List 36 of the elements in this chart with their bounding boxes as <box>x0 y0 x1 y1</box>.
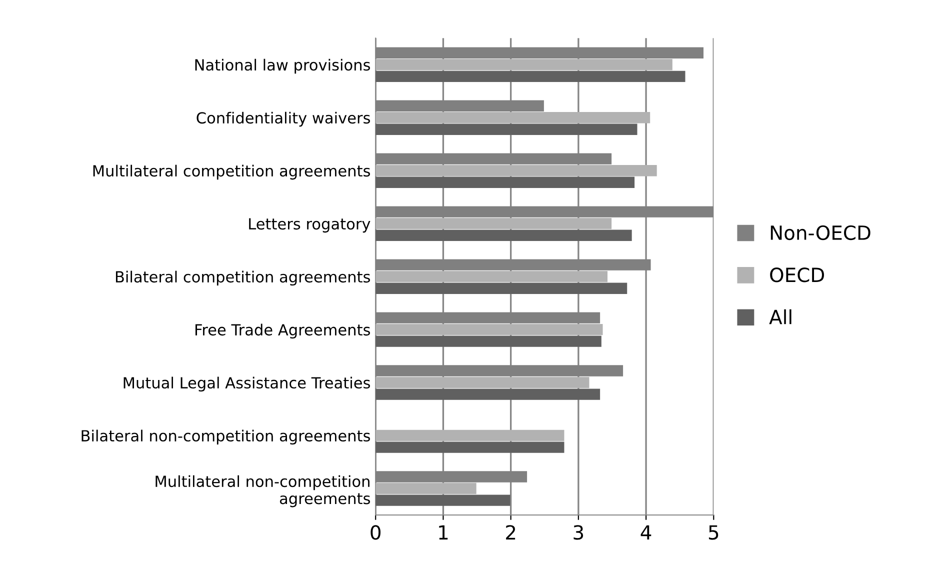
x-tick-label: 2 <box>506 525 516 540</box>
bar <box>376 430 564 442</box>
bar <box>376 324 603 336</box>
x-tick-label: 1 <box>439 525 448 540</box>
bar <box>376 336 602 347</box>
x-tick-label: 3 <box>574 525 584 540</box>
legend-label: Non-OECD <box>770 225 870 240</box>
y-tick-label: Mutual Legal Assistance Treaties <box>124 376 370 392</box>
y-tick-label: Confidentiality waivers <box>196 112 370 127</box>
bar <box>376 165 657 176</box>
bar <box>376 112 650 124</box>
bar <box>376 482 476 494</box>
y-tick-label: Bilateral competition agreements <box>116 270 370 286</box>
y-tick-label: Multilateral competition agreements <box>93 164 370 180</box>
bar <box>376 388 600 400</box>
y-tick-label: Free Trade Agreements <box>195 324 370 339</box>
x-tick-label: 0 <box>370 525 380 540</box>
bar <box>376 59 672 70</box>
bar <box>376 230 632 241</box>
y-tick-label: National law provisions <box>195 58 370 74</box>
x-tick-label: 4 <box>640 525 652 540</box>
x-tick-label: 5 <box>708 525 718 540</box>
bar <box>376 442 564 453</box>
legend-label: OECD <box>770 268 824 282</box>
bar <box>376 176 635 188</box>
bar <box>376 124 638 135</box>
bar <box>376 270 608 282</box>
bar <box>376 494 510 506</box>
y-tick-label: Bilateral non-competition agreements <box>82 430 370 445</box>
y-tick-label: Letters rogatory <box>249 218 370 233</box>
bar <box>376 218 612 230</box>
bar <box>376 376 590 388</box>
legend-label: All <box>769 309 792 324</box>
y-tick-label: Multilateral non-competition agreements <box>156 475 370 508</box>
bar <box>376 282 628 294</box>
bar <box>376 70 686 82</box>
